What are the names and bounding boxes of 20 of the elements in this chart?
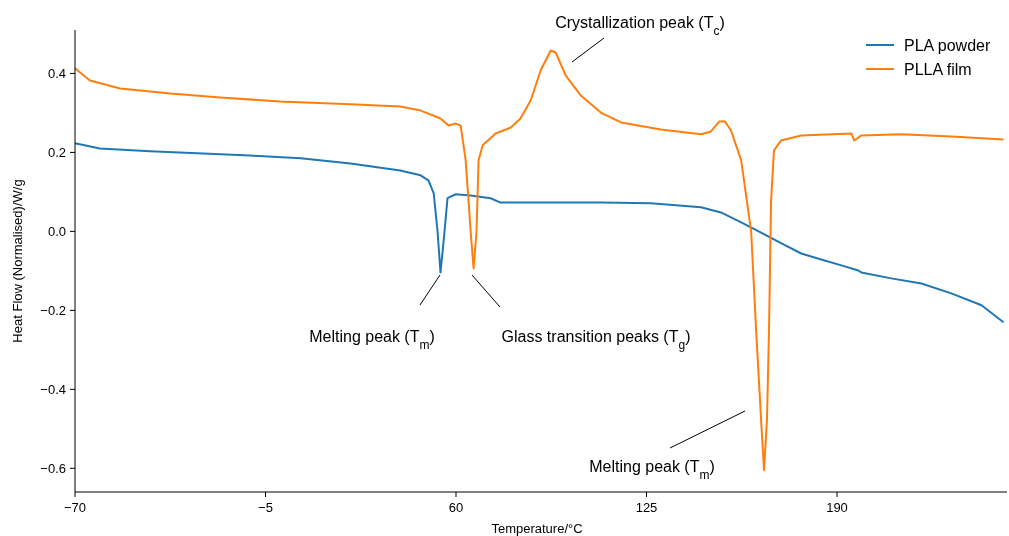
annotation: Glass transition peaks (T$_{g}$) bbox=[501, 328, 691, 352]
annotation: Crystallization peak (T$_{c}$) bbox=[555, 14, 725, 38]
y-tick-label: −0.6 bbox=[40, 460, 66, 476]
x-axis-title: Temperature/°C bbox=[491, 521, 583, 536]
y-tick-label: 0.4 bbox=[47, 65, 66, 81]
annotation: Melting peak (T$_{m}$) bbox=[309, 328, 435, 352]
x-tick-label: 190 bbox=[826, 500, 848, 515]
y-tick-label: −0.2 bbox=[40, 302, 66, 318]
legend-label: PLLA film bbox=[904, 61, 972, 78]
line-series bbox=[74, 142, 1005, 324]
legend-label: PLA powder bbox=[904, 37, 991, 54]
y-axis-title: Heat Flow (Normalised)/W/g bbox=[10, 179, 25, 343]
x-tick-label: 60 bbox=[448, 500, 464, 515]
x-tick-label: −70 bbox=[63, 500, 87, 515]
annotation: Melting peak (T$_{m}$) bbox=[589, 458, 715, 482]
x-tick-label: −5 bbox=[258, 500, 273, 515]
y-tick-label: 0.0 bbox=[47, 223, 66, 239]
y-tick-label: −0.4 bbox=[40, 381, 66, 397]
y-tick-label: 0.2 bbox=[47, 144, 66, 160]
x-tick-label: 125 bbox=[635, 500, 658, 515]
